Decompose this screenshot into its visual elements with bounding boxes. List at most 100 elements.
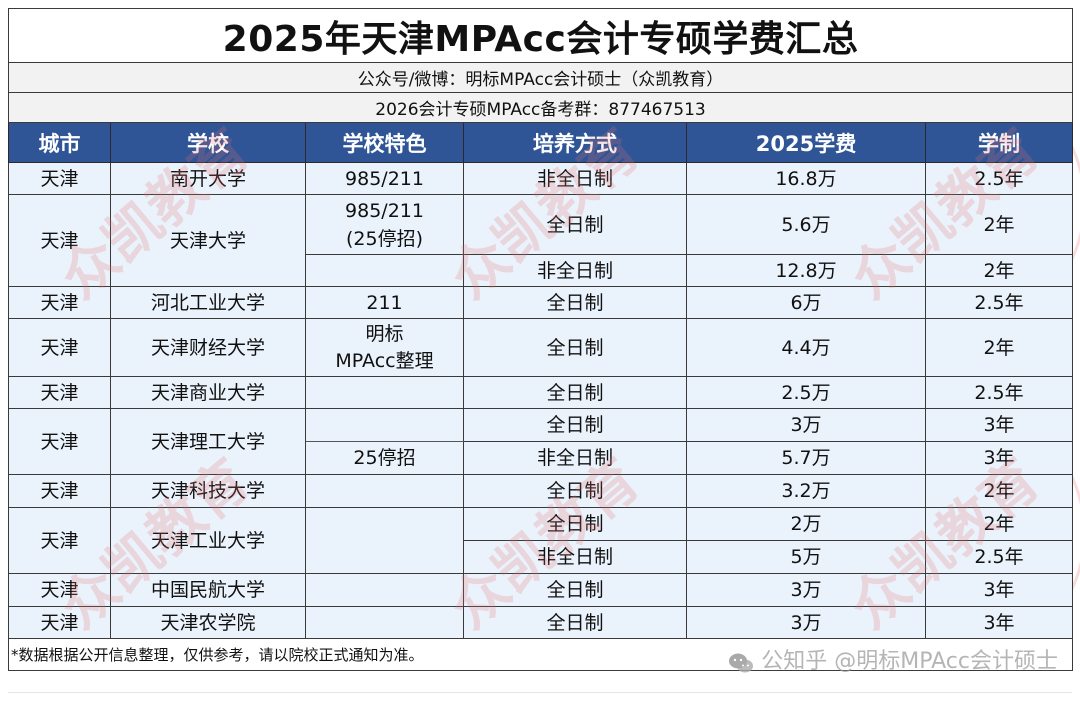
cell-feature: 明标 MPAcc整理 [305, 318, 464, 377]
table-row: 天津 河北工业大学 211 全日制 6万 2.5年 [8, 286, 1073, 319]
cell-mode: 全日制 [463, 318, 687, 377]
table-row: 天津 天津工业大学 全日制 2万 2年 [8, 507, 1073, 574]
cell-fee: 16.8万 [686, 162, 926, 195]
table-row: 天津 天津大学 985/211 (25停招) 全日制 5.6万 2年 [8, 194, 1073, 287]
cell-mode: 全日制 [463, 507, 687, 541]
column-header-school: 学校 [110, 122, 306, 163]
cell-mode: 非全日制 [463, 162, 687, 195]
cell-school: 天津大学 [110, 194, 306, 287]
cell-city: 天津 [8, 376, 111, 409]
cell-fee: 3万 [686, 573, 926, 607]
subtitle-account: 公众号/微博：明标MPAcc会计硕士（众凯教育） [8, 62, 1073, 93]
cell-school: 天津理工大学 [110, 408, 306, 475]
feature-line: MPAcc整理 [335, 349, 434, 372]
wechat-icon [728, 652, 754, 673]
feature-line: 985/211 [345, 199, 424, 222]
table-row: 25停招 非全日制 5.7万 3年 [9, 441, 1073, 475]
footnote: *数据根据公开信息整理，仅供参考，请以院校正式通知为准。 [8, 638, 1073, 671]
footer-brand: 公知乎 @明标MPAcc会计硕士 [728, 643, 1058, 675]
cell-feature: 25停招 [305, 441, 464, 475]
cell-feature [305, 606, 464, 639]
cell-city: 天津 [8, 162, 111, 195]
table-row: 天津 南开大学 985/211 非全日制 16.8万 2.5年 [8, 162, 1073, 195]
cell-fee: 6万 [686, 286, 926, 319]
cell-feature [305, 573, 464, 607]
cell-school: 天津财经大学 [110, 318, 306, 377]
column-header-fee: 2025学费 [686, 122, 926, 163]
cell-feature: 985/211 [305, 162, 464, 195]
page-title: 2025年天津MPAcc会计专硕学费汇总 [8, 8, 1073, 63]
table-row: 天津 中国民航大学 全日制 3万 3年 [8, 573, 1073, 607]
feature-line: (25停招) [345, 227, 423, 250]
cell-duration: 2年 [925, 474, 1073, 508]
cell-city: 天津 [8, 194, 111, 287]
column-header-city: 城市 [8, 122, 111, 163]
cell-feature [305, 254, 464, 287]
cell-feature [305, 474, 464, 508]
column-header-feature: 学校特色 [305, 122, 464, 163]
cell-fee: 3万 [686, 606, 926, 639]
cell-school: 中国民航大学 [110, 573, 306, 607]
cell-fee: 4.4万 [686, 318, 926, 377]
cell-fee: 5.6万 [686, 194, 926, 255]
cell-city: 天津 [8, 408, 111, 475]
cell-feature: 211 [305, 286, 464, 319]
footer-brand-text: 公知乎 @明标MPAcc会计硕士 [761, 649, 1058, 674]
cell-city: 天津 [8, 507, 111, 574]
cell-duration: 3年 [925, 408, 1073, 442]
cell-mode: 全日制 [463, 573, 687, 607]
table-row: 天津 天津农学院 全日制 3万 3年 [8, 606, 1073, 639]
cell-mode: 非全日制 [463, 540, 687, 574]
cell-mode: 非全日制 [463, 441, 687, 475]
cell-duration: 3年 [925, 606, 1073, 639]
cell-city: 天津 [8, 573, 111, 607]
cell-mode: 全日制 [463, 474, 687, 508]
cell-duration: 2年 [925, 254, 1073, 287]
table-row: 天津 天津理工大学 全日制 3万 3年 [8, 408, 1073, 475]
cell-duration: 2年 [925, 507, 1073, 541]
cell-fee: 3万 [686, 408, 926, 442]
cell-fee: 5.7万 [686, 441, 926, 475]
cell-mode: 全日制 [463, 194, 687, 255]
table-row: 天津 天津科技大学 全日制 3.2万 2年 [8, 474, 1073, 508]
cell-feature [305, 408, 464, 442]
cell-duration: 2.5年 [925, 376, 1073, 409]
cell-school: 天津农学院 [110, 606, 306, 639]
table-row: 非全日制 12.8万 2年 [9, 254, 1073, 287]
cell-feature [305, 376, 464, 409]
cell-city: 天津 [8, 286, 111, 319]
table-row: 天津 天津财经大学 明标 MPAcc整理 全日制 4.4万 2年 [8, 318, 1073, 377]
cell-fee: 5万 [686, 540, 926, 574]
tuition-table: 2025年天津MPAcc会计专硕学费汇总 公众号/微博：明标MPAcc会计硕士（… [8, 8, 1073, 671]
cell-school: 南开大学 [110, 162, 306, 195]
cell-school: 天津商业大学 [110, 376, 306, 409]
cell-mode: 全日制 [463, 286, 687, 319]
cell-city: 天津 [8, 318, 111, 377]
table-row: 天津 天津商业大学 全日制 2.5万 2.5年 [8, 376, 1073, 409]
cell-mode: 全日制 [463, 376, 687, 409]
cell-duration: 3年 [925, 573, 1073, 607]
cell-feature: 985/211 (25停招) [305, 194, 464, 255]
cell-school: 天津科技大学 [110, 474, 306, 508]
cell-fee: 3.2万 [686, 474, 926, 508]
tuition-summary-sheet: 2025年天津MPAcc会计专硕学费汇总 公众号/微博：明标MPAcc会计硕士（… [8, 8, 1073, 671]
cell-fee: 2.5万 [686, 376, 926, 409]
feature-line: 明标 [365, 322, 404, 345]
cell-duration: 2年 [925, 318, 1073, 377]
subtitle-group: 2026会计专硕MPAcc备考群：877467513 [8, 92, 1073, 123]
cell-fee: 2万 [686, 507, 926, 541]
cell-duration: 2.5年 [925, 162, 1073, 195]
cell-duration: 3年 [925, 441, 1073, 475]
cell-city: 天津 [8, 474, 111, 508]
cell-duration: 2.5年 [925, 540, 1073, 574]
cell-mode: 非全日制 [463, 254, 687, 287]
cell-duration: 2.5年 [925, 286, 1073, 319]
cell-duration: 2年 [925, 194, 1073, 255]
column-header-mode: 培养方式 [463, 122, 687, 163]
table-row: 非全日制 5万 2.5年 [9, 540, 1073, 574]
cell-feature [305, 507, 464, 574]
cell-city: 天津 [8, 606, 111, 639]
cell-mode: 全日制 [463, 606, 687, 639]
bottom-strip [8, 670, 1072, 693]
column-header-duration: 学制 [925, 122, 1073, 163]
